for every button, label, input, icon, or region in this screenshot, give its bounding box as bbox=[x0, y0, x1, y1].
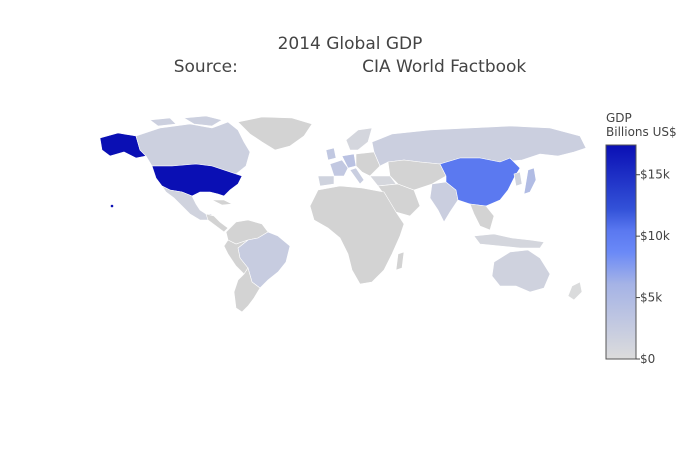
country-canada-islands[interactable] bbox=[149, 115, 223, 127]
chart-title: 2014 Global GDP bbox=[277, 34, 423, 54]
country-uk[interactable] bbox=[325, 147, 337, 161]
colorbar-gradient bbox=[605, 144, 637, 360]
country-madagascar[interactable] bbox=[395, 251, 405, 271]
country-australia[interactable] bbox=[491, 249, 551, 293]
country-china[interactable] bbox=[439, 157, 521, 207]
colorbar-title-line2: Billions US$ bbox=[606, 125, 677, 139]
country-korea[interactable] bbox=[513, 171, 523, 187]
country-africa[interactable] bbox=[309, 185, 405, 285]
country-cuba[interactable] bbox=[211, 199, 234, 206]
colorbar: $0 $5k $10k $15k bbox=[605, 144, 670, 364]
country-central-asia[interactable] bbox=[387, 159, 447, 191]
chart-subtitle: Source: CIA World Factbook bbox=[173, 57, 527, 77]
country-hawaii[interactable] bbox=[110, 204, 114, 208]
colorbar-tick-label: $5k bbox=[640, 291, 662, 305]
country-argentina[interactable] bbox=[233, 267, 261, 313]
world-map[interactable] bbox=[0, 0, 600, 450]
country-mexico[interactable] bbox=[161, 185, 213, 221]
country-japan[interactable] bbox=[523, 167, 537, 195]
country-alaska[interactable] bbox=[99, 132, 147, 159]
colorbar-tick-label: $15k bbox=[640, 168, 670, 182]
country-indonesia[interactable] bbox=[473, 233, 545, 249]
country-spain[interactable] bbox=[317, 175, 335, 187]
colorbar-title: GDP Billions US$ bbox=[606, 111, 677, 139]
country-canada[interactable] bbox=[135, 121, 251, 175]
country-italy[interactable] bbox=[349, 167, 365, 185]
colorbar-tick-label: $10k bbox=[640, 229, 670, 243]
country-central-america[interactable] bbox=[205, 213, 229, 233]
country-new-zealand[interactable] bbox=[567, 281, 583, 301]
country-scandinavia[interactable] bbox=[345, 127, 373, 151]
country-france[interactable] bbox=[329, 159, 349, 177]
country-greenland[interactable] bbox=[237, 116, 313, 151]
country-southeast-asia[interactable] bbox=[469, 203, 495, 231]
colorbar-title-line1: GDP bbox=[606, 111, 632, 125]
colorbar-tick-label: $0 bbox=[640, 352, 655, 364]
